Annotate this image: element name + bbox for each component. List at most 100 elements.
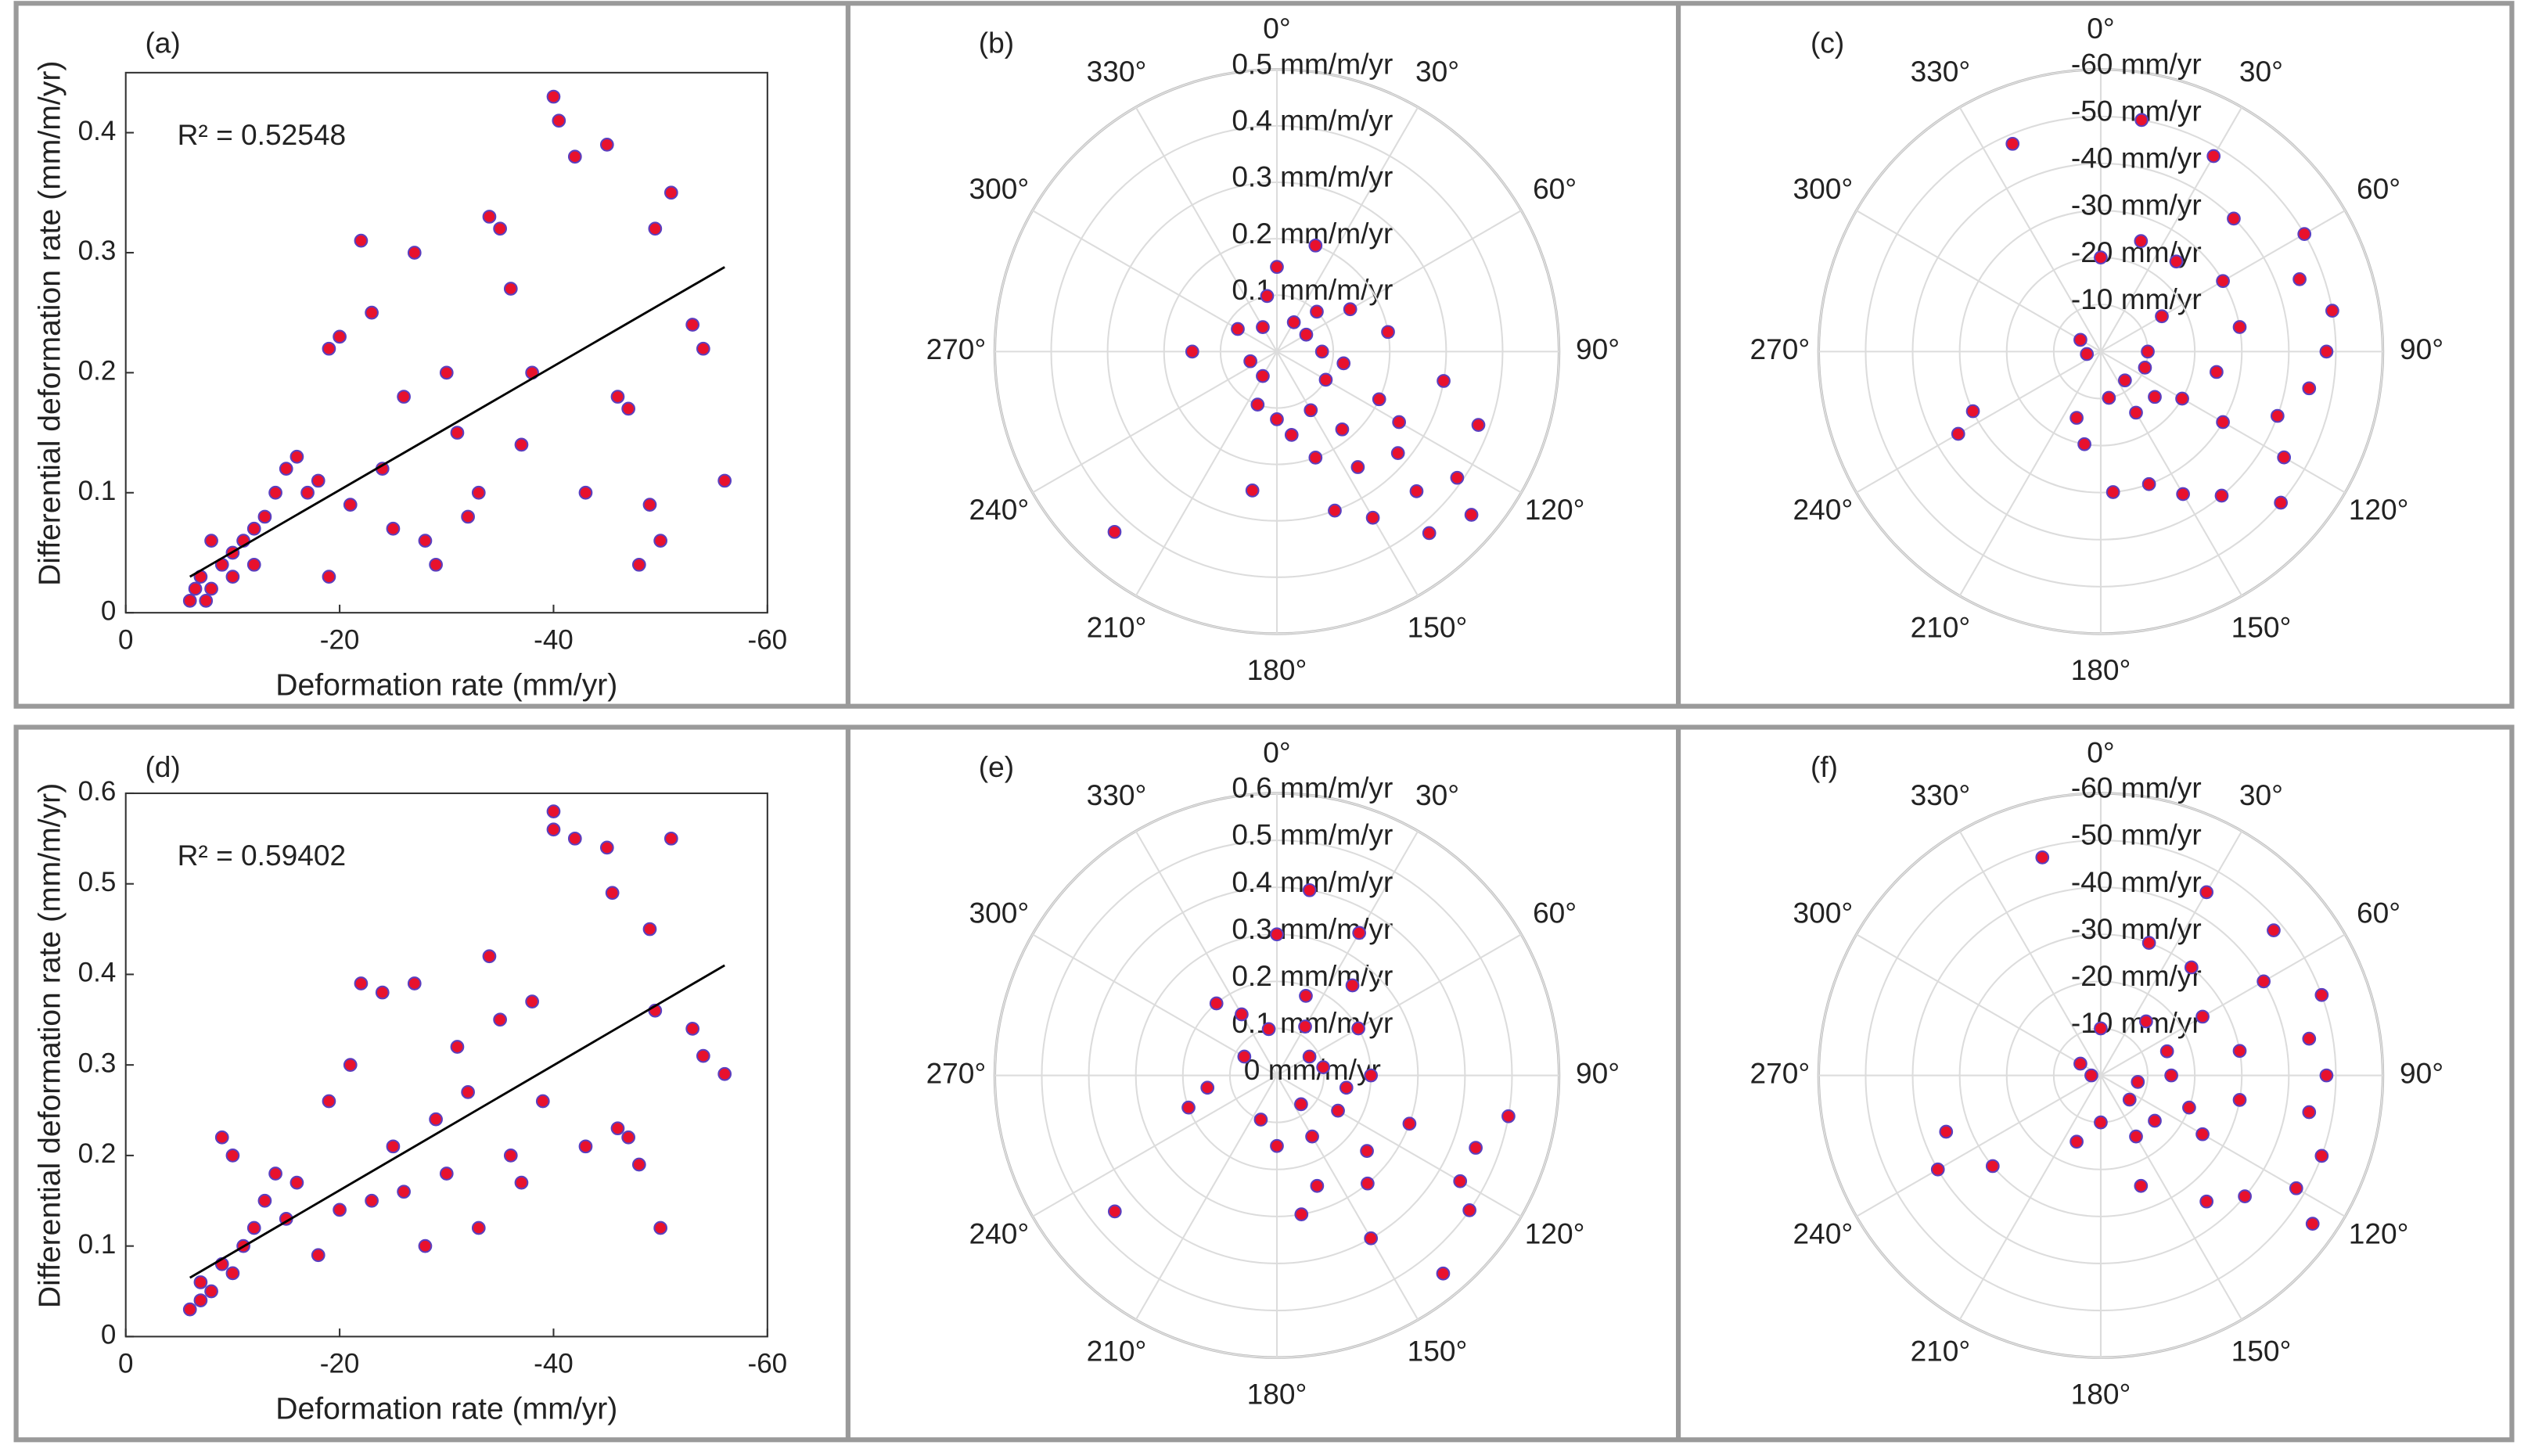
y-tick-label: 0.1	[78, 1229, 117, 1260]
r-tick-label: 0.3 mm/m/yr	[1232, 912, 1393, 945]
grid-circle	[1050, 124, 1504, 578]
point	[514, 437, 529, 452]
point	[642, 922, 657, 937]
point	[2084, 1068, 2098, 1083]
x-tick-label: -20	[320, 625, 360, 656]
point	[214, 1130, 229, 1145]
point	[578, 1139, 593, 1154]
point	[300, 485, 315, 500]
point	[311, 1248, 325, 1263]
point	[1107, 1204, 1122, 1219]
point	[2319, 344, 2334, 359]
point	[2094, 250, 2108, 265]
point	[1253, 1113, 1268, 1127]
theta-tick-label: 90°	[2400, 333, 2443, 365]
axes-box	[124, 71, 768, 614]
point	[610, 1121, 625, 1136]
point	[610, 390, 625, 404]
grid-circle	[1958, 933, 2243, 1217]
point	[1235, 1007, 1249, 1022]
point	[621, 401, 636, 416]
point	[1298, 1019, 1312, 1034]
theta-tick-label: 210°	[1087, 1334, 1147, 1367]
point	[1350, 460, 1365, 474]
point	[2139, 1014, 2153, 1029]
point	[1107, 524, 1122, 539]
point	[2292, 271, 2307, 286]
theta-tick-label: 0°	[2087, 12, 2114, 45]
point	[1231, 322, 1245, 336]
point	[2297, 227, 2312, 241]
panel-label: (e)	[979, 750, 1014, 783]
theta-tick-label: 240°	[1793, 493, 1853, 526]
point	[225, 570, 240, 584]
point	[599, 840, 614, 855]
point	[193, 1275, 208, 1289]
point	[1308, 451, 1323, 465]
point	[696, 341, 710, 356]
point	[2077, 437, 2091, 451]
theta-tick-label: 60°	[2357, 172, 2400, 205]
grid-circle	[1958, 210, 2243, 494]
point	[268, 485, 282, 500]
point	[204, 581, 218, 596]
point	[1270, 412, 1284, 426]
point	[354, 976, 369, 990]
point	[322, 1094, 336, 1109]
point	[514, 1175, 529, 1190]
point	[2169, 254, 2184, 269]
point	[1243, 354, 1257, 368]
point	[461, 1085, 475, 1099]
theta-tick-label: 120°	[1525, 493, 1585, 526]
spoke	[1276, 106, 1419, 352]
spoke	[1276, 210, 1522, 353]
point	[1256, 368, 1270, 383]
r-tick-label: 0.1 mm/m/yr	[1232, 1006, 1393, 1039]
grid-circle	[1865, 115, 2337, 588]
point	[653, 1221, 668, 1235]
point	[1331, 1103, 1345, 1118]
point	[397, 1185, 411, 1199]
point	[546, 822, 561, 837]
theta-tick-label: 180°	[1247, 1377, 1307, 1410]
theta-tick-label: 150°	[2231, 610, 2292, 643]
r-tick-label: -40 mm/yr	[2071, 142, 2202, 174]
point	[1352, 926, 1367, 940]
theta-tick-label: 300°	[1793, 896, 1853, 929]
point	[1270, 1138, 1284, 1153]
theta-tick-label: 0°	[1263, 12, 1290, 45]
point	[1314, 344, 1329, 359]
point	[204, 1284, 218, 1299]
point	[546, 804, 561, 818]
theta-tick-label: 0°	[1263, 735, 1290, 768]
y-tick-label: 0.6	[78, 776, 117, 807]
theta-tick-label: 60°	[1533, 172, 1577, 205]
theta-tick-label: 330°	[1911, 778, 1971, 811]
point	[2141, 344, 2155, 359]
r-tick-label: -60 mm/yr	[2071, 47, 2202, 80]
point	[1302, 883, 1317, 897]
theta-tick-label: 60°	[2357, 896, 2400, 929]
point	[1365, 510, 1380, 525]
theta-tick-label: 120°	[2349, 1217, 2409, 1249]
point	[1305, 1129, 1319, 1144]
point	[552, 113, 566, 128]
panel-label: (a)	[145, 27, 180, 59]
fit-line	[189, 964, 725, 1279]
grid-circle	[1911, 886, 2290, 1264]
point	[1951, 426, 1965, 441]
theta-tick-label: 210°	[1087, 610, 1147, 643]
point	[1310, 304, 1324, 319]
point	[567, 149, 582, 164]
point	[2232, 1044, 2247, 1059]
annotation: R² = 0.52548	[178, 118, 346, 151]
panel-label: (b)	[979, 27, 1014, 59]
point	[386, 1139, 401, 1154]
point	[1310, 1178, 1325, 1193]
y-tick-label: 0.2	[78, 356, 117, 386]
point	[343, 1058, 358, 1073]
point	[2134, 113, 2149, 128]
point	[279, 462, 293, 476]
